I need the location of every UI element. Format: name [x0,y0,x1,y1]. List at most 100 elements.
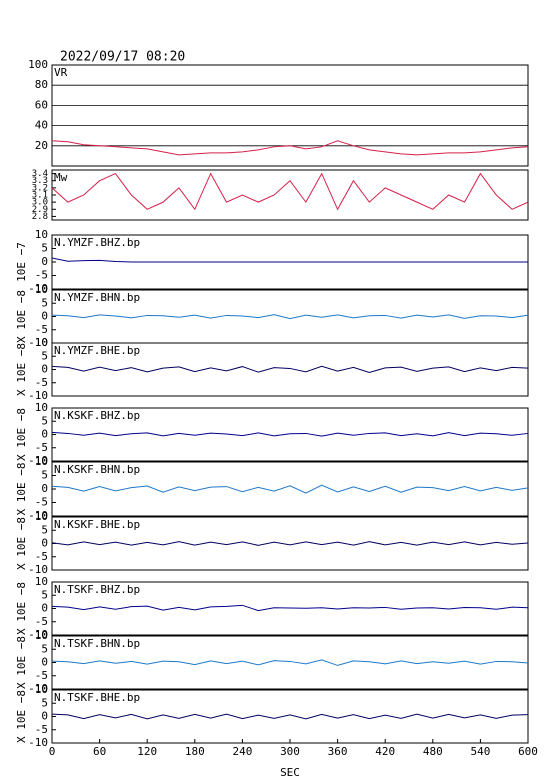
x-tick-label: 480 [423,745,443,758]
x-axis-label: SEC [280,766,300,779]
y-tick-label: 5 [41,296,48,309]
trace-line [51,484,529,494]
x-tick-label: 240 [232,745,252,758]
x-tick-label: 180 [185,745,205,758]
chart-title: 2022/09/17 08:20 [60,50,185,65]
y-axis-label: X 10E −8 [15,636,28,689]
panel-label: VR [54,66,68,79]
panel-frame [51,461,529,517]
trace-line [51,604,529,612]
y-tick-label: 0 [41,602,48,615]
trace-line [51,257,528,263]
y-tick-label: 0 [41,363,48,376]
y-tick-label: 10 [35,401,48,414]
panel-frame [51,64,529,167]
y-tick-label: -10 [28,389,48,402]
y-axis-label: 10E −7 [15,242,28,282]
panel-label: N.KSKF.BHZ.bp [54,409,140,422]
y-tick-label: 80 [35,78,48,91]
panel-label: N.TSKF.BHE.bp [54,691,140,704]
y-tick-label: 10 [35,228,48,241]
x-tick-label: 0 [49,745,56,758]
x-tick-label: 420 [375,745,395,758]
y-tick-label: -5 [35,441,48,454]
y-tick-label: 0 [41,656,48,669]
panel-label: N.TSKF.BHN.bp [54,637,140,650]
y-axis-label: X 10E −8 [15,463,28,516]
y-tick-label: 10 [35,455,48,468]
panel-frame [51,169,529,221]
panel-label: N.YMZF.BHZ.bp [54,236,140,249]
y-tick-label: -10 [28,682,48,695]
x-tick-label: 60 [93,745,106,758]
y-tick-label: 0 [41,482,48,495]
panel-frame [51,635,529,690]
y-axis-label: X 10E −8 [15,343,28,396]
y-tick-label: 5 [41,349,48,362]
y-tick-label: 5 [41,523,48,536]
panel-frame [51,407,529,462]
y-tick-label: -10 [28,628,48,641]
y-tick-label: -5 [35,550,48,563]
panel-frame [51,581,529,636]
y-tick-label: 2.8 [32,212,48,222]
y-tick-label: 40 [35,119,48,132]
y-tick-label: 5 [41,696,48,709]
y-tick-label: 3.3 [32,176,48,186]
y-tick-label: 0 [41,310,48,323]
y-tick-label: -10 [28,282,48,295]
y-tick-label: -5 [35,496,48,509]
x-tick-label: 360 [328,745,348,758]
y-tick-label: 10 [35,629,48,642]
y-tick-label: 5 [41,469,48,482]
y-tick-label: 3.1 [32,191,48,201]
x-tick-label: 600 [518,745,538,758]
panel-frame [51,516,529,571]
y-tick-label: 5 [41,642,48,655]
panel-label: N.KSKF.BHE.bp [54,518,140,531]
y-tick-label: 3.4 [32,169,48,179]
y-tick-label: 20 [35,139,48,152]
y-tick-label: -5 [35,723,48,736]
y-tick-label: 5 [41,588,48,601]
trace-line [51,713,529,720]
y-tick-label: -10 [28,454,48,467]
trace-line [51,314,529,320]
y-tick-label: 5 [41,414,48,427]
y-tick-label: -10 [28,563,48,576]
panel-label: N.YMZF.BHN.bp [54,291,140,304]
y-axis-label: X 10E −8 [15,290,28,343]
y-axis-label: X 10E −8 [15,690,28,743]
panel-label: N.KSKF.BHN.bp [54,463,140,476]
x-tick-label: 540 [470,745,490,758]
y-tick-label: 0 [41,710,48,723]
y-axis-label: X 10E −8 [15,582,28,635]
y-tick-label: -5 [35,669,48,682]
trace-line [51,365,529,373]
y-axis-label: X 10E −8 [15,408,28,461]
panel-frame [51,342,529,397]
panel-label: Mw [54,171,68,184]
y-tick-label: -10 [28,509,48,522]
y-tick-label: 10 [35,575,48,588]
y-tick-label: 100 [28,58,48,71]
y-tick-label: 10 [35,510,48,523]
y-tick-label: 3.2 [32,183,48,193]
y-tick-label: -5 [35,376,48,389]
trace-line [51,541,529,546]
y-tick-label: 2.9 [32,205,48,215]
panel-label: N.TSKF.BHZ.bp [54,583,140,596]
panel-frame [51,689,529,744]
y-axis-label: X 10E −8 [15,517,28,570]
y-tick-label: -10 [28,336,48,349]
trace-line [51,140,529,156]
y-tick-label: 60 [35,98,48,111]
trace-line [51,172,529,211]
panel-label: N.YMZF.BHE.bp [54,344,140,357]
x-tick-label: 300 [280,745,300,758]
y-tick-label: 10 [35,283,48,296]
y-tick-label: 0 [41,537,48,550]
trace-line [51,659,529,666]
y-tick-label: -5 [35,269,48,282]
